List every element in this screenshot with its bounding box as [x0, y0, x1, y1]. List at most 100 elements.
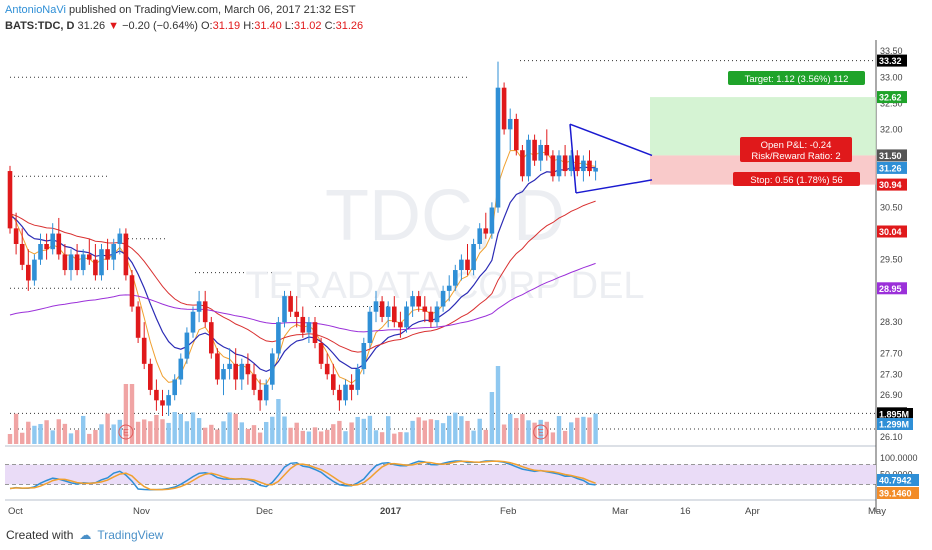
- volume-bar: [233, 413, 238, 444]
- candle-body: [93, 259, 98, 276]
- candle-body: [355, 369, 360, 390]
- volume-bar: [459, 416, 464, 444]
- price-tick-label: 33.00: [880, 72, 903, 82]
- tradingview-brand[interactable]: TradingView: [97, 528, 164, 542]
- volume-bar: [526, 420, 531, 444]
- volume-bar: [56, 419, 61, 444]
- volume-bar: [398, 432, 403, 444]
- candle-body: [294, 311, 299, 317]
- x-tick-label: 2017: [380, 506, 401, 517]
- candle-body: [154, 389, 159, 401]
- volume-bar: [355, 416, 360, 444]
- high-label: H:: [243, 20, 255, 32]
- candle-body: [453, 270, 458, 286]
- open-pl-label-text: Risk/Reward Ratio: 2: [751, 151, 840, 162]
- volume-bar: [544, 421, 549, 444]
- candle-body: [202, 301, 208, 323]
- volume-bar: [129, 384, 135, 444]
- price-marker-label: 30.04: [879, 227, 902, 237]
- candle-body: [331, 374, 336, 390]
- candle-body: [361, 343, 367, 370]
- volume-bar: [495, 366, 501, 444]
- price-tick-label: 27.70: [880, 348, 903, 358]
- volume-bar: [386, 416, 391, 444]
- candle-body: [215, 353, 220, 380]
- volume-bar: [154, 414, 159, 444]
- volume-bar: [587, 417, 592, 444]
- stoch-marker-label: 40.7942: [879, 476, 912, 486]
- volume-bar: [276, 399, 281, 444]
- candle-body: [166, 395, 171, 406]
- candle-body: [160, 400, 165, 406]
- tradingview-logo-icon: ☁: [79, 528, 92, 542]
- open-label: O:: [200, 20, 213, 32]
- candle-body: [270, 353, 275, 385]
- stop-label-box: [733, 172, 860, 186]
- close-value: 31.26: [335, 20, 364, 32]
- volume-bar: [135, 421, 141, 444]
- candle-body: [495, 87, 501, 208]
- high-value: 31.40: [254, 20, 282, 32]
- volume-bar: [501, 424, 507, 444]
- volume-bar: [203, 427, 208, 444]
- candle-body: [221, 369, 226, 380]
- volume-bar: [68, 433, 74, 444]
- watermark-ticker: TDC, D: [325, 176, 565, 256]
- author-link[interactable]: AntonioNaVi: [5, 4, 66, 16]
- volume-bar: [434, 420, 440, 444]
- open-value: 31.19: [212, 20, 241, 32]
- earnings-label: E: [123, 428, 129, 438]
- price-tick-label: 26.90: [880, 390, 903, 400]
- volume-bar: [178, 414, 183, 444]
- volume-bar: [81, 415, 86, 444]
- stop-label-text: Stop: 0.56 (1.78%) 56: [750, 175, 842, 186]
- candle-body: [544, 145, 550, 156]
- target-label-text: Target: 1.12 (3.56%) 112: [745, 74, 849, 85]
- price-marker-box: [877, 91, 907, 104]
- volume-bar: [142, 419, 147, 444]
- candle-body: [148, 363, 153, 390]
- volume-marker-box: [877, 418, 913, 430]
- candle-body: [263, 384, 269, 401]
- candle-body: [385, 306, 391, 317]
- volume-bar: [50, 430, 55, 444]
- volume-bar: [416, 417, 421, 444]
- candle-body: [74, 254, 80, 271]
- triangle-lower-line: [575, 179, 653, 194]
- candle-body: [526, 139, 531, 177]
- volume-bar: [209, 424, 214, 444]
- candle-body: [111, 244, 116, 260]
- price-marker-box: [877, 161, 907, 174]
- price-tick-label: 33.50: [880, 46, 903, 56]
- volume-bar: [575, 417, 580, 444]
- candle-body: [44, 244, 49, 250]
- price-marker-label: 28.95: [879, 284, 902, 294]
- price-tick-label: 27.30: [880, 369, 903, 379]
- candle-body: [7, 171, 13, 229]
- volume-bar: [404, 432, 409, 444]
- volume-bar: [221, 421, 226, 444]
- candle-body: [459, 259, 464, 271]
- candle-body: [80, 254, 86, 271]
- candle-body: [343, 384, 348, 401]
- volume-bar: [440, 423, 446, 444]
- volume-bar: [318, 431, 324, 444]
- volume-bar: [123, 384, 129, 444]
- candle-body: [550, 155, 556, 177]
- x-tick-label: Mar: [612, 506, 628, 517]
- candle-body: [56, 233, 62, 255]
- candle-body: [507, 118, 513, 130]
- volume-bar: [13, 413, 19, 444]
- close-label: C:: [324, 20, 336, 32]
- volume-marker-label: 1.895M: [879, 410, 909, 420]
- volume-bar: [593, 413, 598, 444]
- volume-bar: [93, 429, 98, 444]
- volume-marker-label: 1.299M: [879, 420, 909, 430]
- price-marker-box: [877, 54, 907, 67]
- candle-body: [410, 296, 415, 307]
- volume-bar: [532, 422, 537, 444]
- candle-body: [367, 311, 373, 343]
- candle-body: [245, 363, 251, 375]
- candle-body: [373, 301, 379, 312]
